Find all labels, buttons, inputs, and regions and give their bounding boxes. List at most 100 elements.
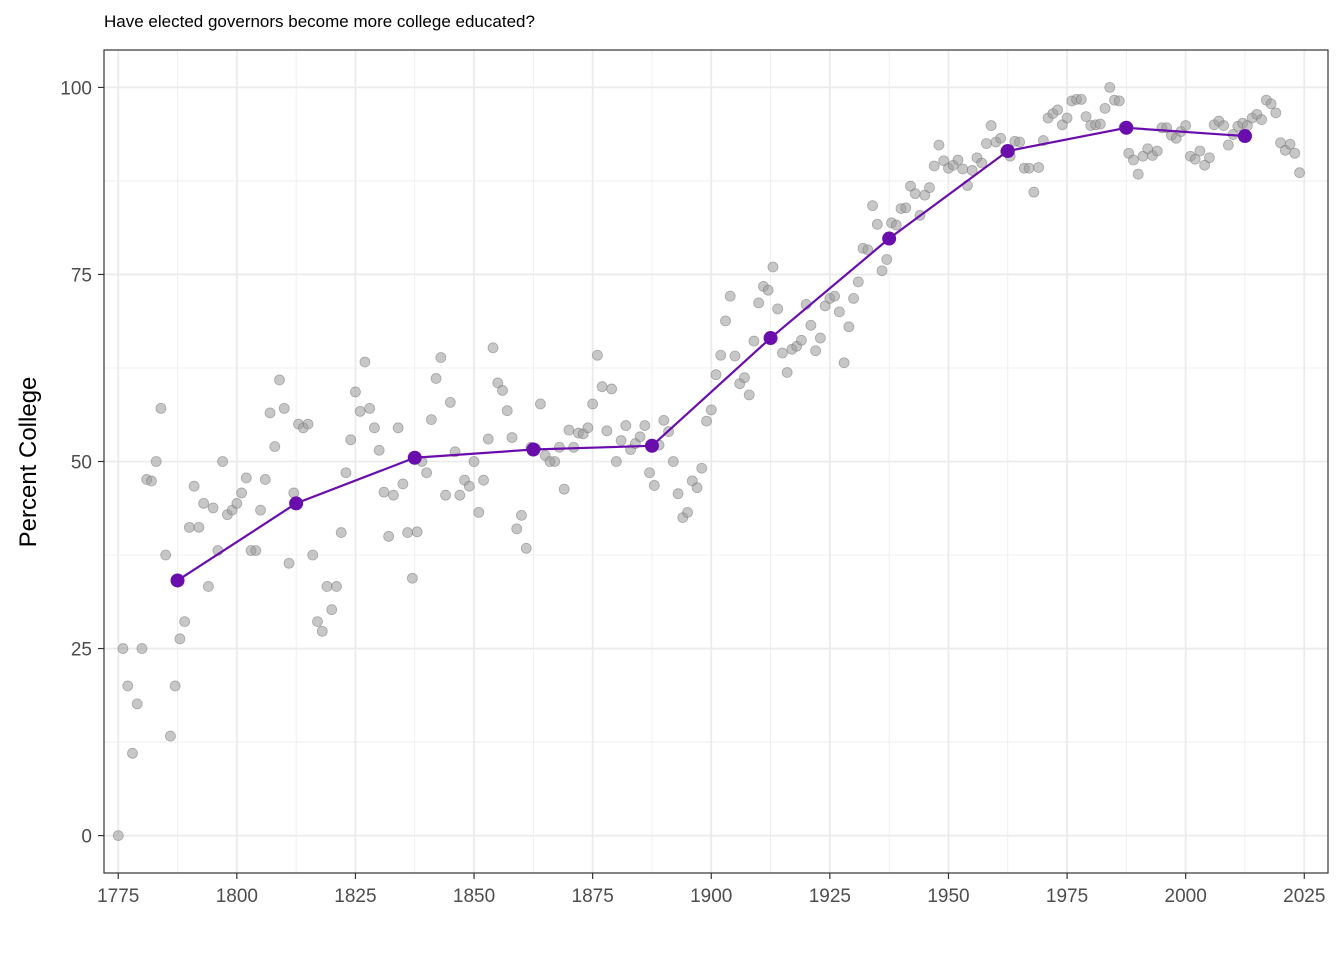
scatter-point [1052, 104, 1063, 116]
scatter-point [843, 321, 855, 333]
scatter-point [606, 383, 618, 395]
scatter-point [331, 581, 342, 592]
scatter-point [478, 474, 489, 486]
scatter-point [701, 415, 712, 427]
scatter-point [890, 219, 902, 231]
scatter-point [444, 396, 456, 408]
scatter-point [127, 747, 138, 759]
scatter-point [881, 254, 893, 265]
scatter-point [558, 483, 570, 495]
scatter-points [112, 82, 1305, 841]
scatter-point [122, 680, 134, 692]
scatter-point [620, 420, 632, 431]
trend-line-layer [170, 120, 1252, 588]
scatter-point [1061, 112, 1073, 124]
scatter-point [1180, 120, 1192, 131]
x-tick-label: 1925 [809, 886, 851, 907]
scatter-point [1104, 82, 1116, 93]
x-tick-label: 1950 [927, 886, 969, 907]
scatter-point [720, 315, 731, 327]
trend-point [1119, 120, 1134, 135]
scatter-point [658, 414, 670, 426]
scatter-point [359, 356, 371, 368]
scatter-point [179, 616, 191, 628]
scatter-point [1128, 154, 1139, 166]
scatter-point [321, 581, 333, 592]
scatter-point [648, 480, 660, 491]
scatter-point [236, 487, 247, 499]
scatter-point [1014, 136, 1026, 148]
scatter-point [743, 389, 755, 401]
scatter-point [312, 616, 323, 628]
scatter-point [1265, 98, 1277, 110]
trend-point [170, 573, 185, 588]
scatter-point [1094, 118, 1106, 130]
scatter-point [269, 441, 281, 452]
scatter-point [354, 405, 366, 417]
scatter-point [871, 218, 883, 230]
scatter-point [810, 345, 822, 357]
scatter-point [511, 523, 523, 535]
scatter-point [255, 504, 266, 516]
scatter-point [146, 475, 157, 487]
scatter-point [1270, 107, 1282, 119]
scatter-point [952, 154, 964, 166]
scatter-point [501, 405, 513, 417]
axes: 1775 1800 1825 1850 1875 1900 1925 1950 1975 2000… [60, 78, 1325, 907]
scatter-point [440, 489, 451, 501]
y-tick-label: 75 [71, 265, 92, 286]
scatter-point [691, 482, 703, 494]
scatter-point [402, 527, 414, 538]
scatter-point [335, 527, 347, 538]
scatter-point [183, 521, 195, 533]
scatter-point [995, 132, 1007, 144]
scatter-point [838, 357, 850, 369]
trend-point [1237, 129, 1252, 144]
scatter-point [900, 202, 912, 214]
scatter-point [587, 398, 599, 410]
trend-point [407, 450, 422, 465]
scatter-point [1218, 120, 1230, 131]
scatter-point [985, 120, 997, 131]
trend-point [882, 231, 897, 246]
scatter-point [1222, 139, 1234, 151]
scatter-point [549, 456, 561, 467]
scatter-point [724, 290, 736, 302]
scatter-point [217, 456, 229, 467]
trend-point [526, 442, 541, 457]
scatter-point [350, 386, 361, 398]
scatter-point [117, 643, 129, 654]
scatter-point [634, 431, 646, 443]
scatter-point [250, 545, 262, 556]
scatter-point [976, 157, 988, 169]
scatter-point [781, 367, 793, 378]
scatter-point [729, 350, 741, 362]
y-axis-title: Percent College [15, 377, 42, 548]
scatter-point [805, 319, 817, 331]
scatter-point [672, 488, 684, 500]
scatter-point [425, 414, 437, 426]
scatter-point [155, 402, 167, 414]
scatter-point [378, 486, 390, 498]
scatter-point [454, 489, 466, 501]
scatter-point [283, 557, 295, 569]
scatter-point [482, 433, 494, 445]
x-tick-label: 2000 [1165, 886, 1207, 907]
scatter-point [909, 188, 921, 200]
scatter-point [1033, 162, 1045, 173]
scatter-point [762, 284, 774, 296]
scatter-point [345, 434, 357, 446]
scatter-point [397, 478, 409, 490]
scatter-point [463, 480, 475, 492]
scatter-point [535, 398, 546, 410]
scatter-point [1023, 162, 1035, 174]
x-tick-label: 1975 [1046, 886, 1088, 907]
scatter-point [468, 456, 480, 467]
scatter-point [487, 342, 499, 354]
scatter-point [160, 549, 172, 561]
x-tick-label: 1900 [690, 886, 732, 907]
x-tick-label: 1825 [334, 886, 376, 907]
scatter-point [516, 509, 527, 521]
scatter-point [136, 643, 148, 654]
scatter-point [924, 182, 935, 194]
